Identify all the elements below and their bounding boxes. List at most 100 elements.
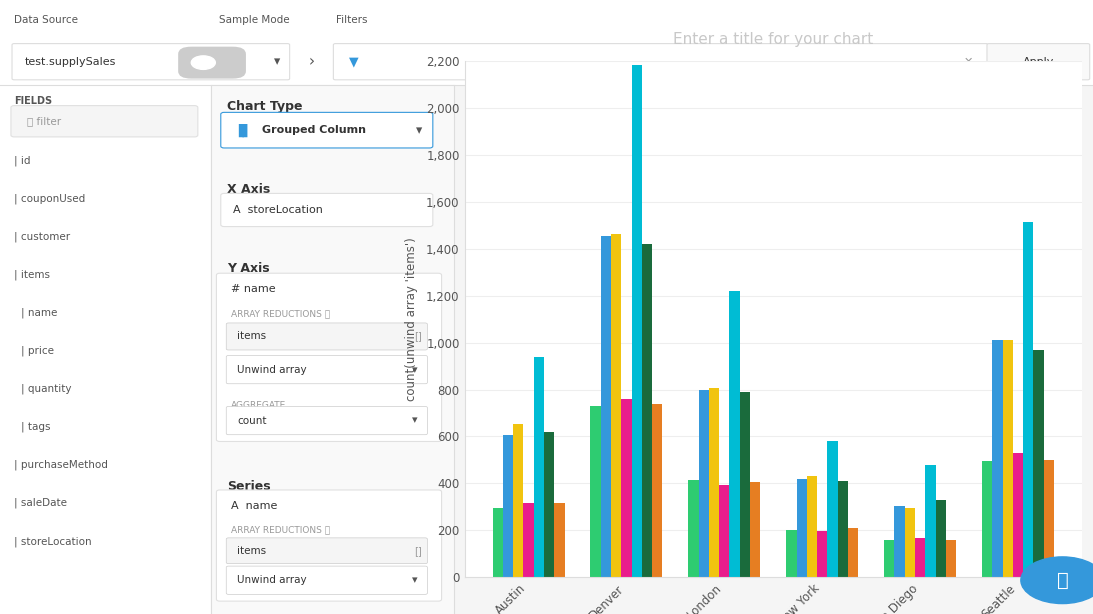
FancyBboxPatch shape <box>11 106 198 137</box>
Bar <box>1034 350 1044 577</box>
Bar <box>926 465 936 577</box>
Text: | customer: | customer <box>14 231 70 242</box>
Text: | couponUsed: | couponUsed <box>14 193 85 204</box>
Text: Chart Type: Chart Type <box>227 100 303 113</box>
FancyBboxPatch shape <box>216 490 442 601</box>
Text: A  storeLocation: A storeLocation <box>233 205 322 215</box>
FancyBboxPatch shape <box>221 193 433 227</box>
Text: ▾: ▾ <box>412 365 418 375</box>
Bar <box>884 540 894 577</box>
Bar <box>689 480 698 577</box>
Bar <box>601 236 611 577</box>
Text: | storeLocation: | storeLocation <box>14 536 92 546</box>
Text: []: [] <box>414 546 422 556</box>
FancyBboxPatch shape <box>226 406 427 435</box>
FancyBboxPatch shape <box>221 112 433 148</box>
Bar <box>992 340 1002 577</box>
Text: Enter a title for your chart: Enter a title for your chart <box>673 33 873 47</box>
Bar <box>1023 222 1034 577</box>
Text: Unwind array: Unwind array <box>237 575 307 585</box>
Text: test.supplySales: test.supplySales <box>25 56 117 67</box>
Text: ▼: ▼ <box>349 55 359 68</box>
Bar <box>533 357 544 577</box>
Text: ▾: ▾ <box>412 416 418 426</box>
Text: ▐▌: ▐▌ <box>233 123 252 137</box>
Bar <box>493 508 503 577</box>
Text: count: count <box>237 416 267 426</box>
Bar <box>1044 460 1054 577</box>
FancyBboxPatch shape <box>226 566 427 594</box>
Bar <box>653 403 662 577</box>
Bar <box>729 291 740 577</box>
Text: | tags: | tags <box>21 422 50 432</box>
Text: 🔍 filter: 🔍 filter <box>27 116 61 126</box>
Text: Series: Series <box>227 480 271 492</box>
Bar <box>554 503 565 577</box>
Text: | purchaseMethod: | purchaseMethod <box>14 460 108 470</box>
Bar <box>513 424 524 577</box>
Bar <box>544 432 554 577</box>
Bar <box>837 481 848 577</box>
Bar <box>1013 453 1023 577</box>
Text: Y Axis: Y Axis <box>227 262 270 274</box>
Text: ▾: ▾ <box>412 575 418 585</box>
Text: ›: › <box>308 55 315 69</box>
Text: A  name: A name <box>231 501 277 511</box>
Bar <box>982 461 992 577</box>
Bar <box>642 244 653 577</box>
Bar <box>894 506 905 577</box>
Bar <box>915 538 926 577</box>
Bar <box>524 503 533 577</box>
Bar <box>848 528 858 577</box>
Text: ▾: ▾ <box>416 123 423 137</box>
Circle shape <box>191 56 215 69</box>
Bar <box>590 406 601 577</box>
Bar <box>719 484 729 577</box>
Text: Sample Mode: Sample Mode <box>219 15 290 25</box>
Text: Data Source: Data Source <box>14 15 79 25</box>
Text: | quantity: | quantity <box>21 384 71 394</box>
Bar <box>503 435 513 577</box>
Bar <box>936 500 945 577</box>
Bar <box>786 530 797 577</box>
Text: ARRAY REDUCTIONS ⓘ: ARRAY REDUCTIONS ⓘ <box>231 526 330 535</box>
Text: FIELDS: FIELDS <box>14 96 52 106</box>
Text: Filters: Filters <box>336 15 367 25</box>
FancyBboxPatch shape <box>216 273 442 441</box>
Bar <box>827 441 837 577</box>
Bar <box>905 508 915 577</box>
FancyBboxPatch shape <box>12 44 290 80</box>
Bar <box>0 0 1093 85</box>
Bar <box>807 476 818 577</box>
Bar <box>945 540 956 577</box>
Bar <box>621 399 632 577</box>
Bar <box>698 390 709 577</box>
Bar <box>1002 340 1013 577</box>
Text: ✕: ✕ <box>964 56 974 67</box>
Bar <box>709 389 719 577</box>
Y-axis label: count(unwind array 'items'): count(unwind array 'items') <box>404 238 418 401</box>
Text: AGGREGATE: AGGREGATE <box>231 401 286 410</box>
FancyBboxPatch shape <box>987 44 1090 80</box>
Text: | saleDate: | saleDate <box>14 498 67 508</box>
Text: | name: | name <box>21 308 57 318</box>
FancyBboxPatch shape <box>226 323 427 350</box>
Text: ARRAY REDUCTIONS ⓘ: ARRAY REDUCTIONS ⓘ <box>231 309 330 318</box>
Text: Grouped Column: Grouped Column <box>262 125 366 135</box>
Text: Unwind array: Unwind array <box>237 365 307 375</box>
FancyBboxPatch shape <box>226 356 427 384</box>
Text: items: items <box>237 546 267 556</box>
Bar <box>632 65 642 577</box>
Bar <box>0 85 211 614</box>
FancyBboxPatch shape <box>178 47 246 79</box>
Bar <box>611 234 621 577</box>
Bar <box>740 392 750 577</box>
Text: ▾: ▾ <box>274 55 281 68</box>
Text: 💬: 💬 <box>1057 571 1068 589</box>
Bar <box>818 532 827 577</box>
Text: items: items <box>237 332 267 341</box>
Text: | price: | price <box>21 346 54 356</box>
Text: | id: | id <box>14 155 31 166</box>
Bar <box>750 482 761 577</box>
FancyBboxPatch shape <box>333 44 988 80</box>
